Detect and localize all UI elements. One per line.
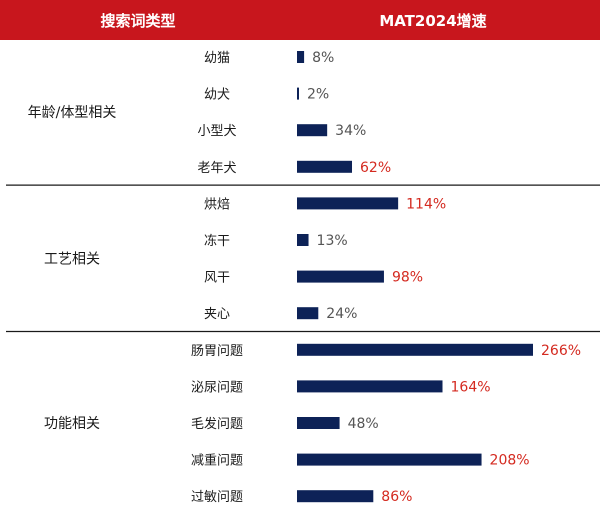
value-label: 114% <box>406 196 446 212</box>
header-growth-title: MAT2024增速 <box>379 12 486 30</box>
bar <box>297 307 319 320</box>
category-label: 夹心 <box>204 307 230 322</box>
value-label: 2% <box>307 87 329 103</box>
header-band <box>0 0 600 40</box>
category-label: 烘焙 <box>204 197 230 212</box>
category-label: 肠胃问题 <box>191 344 243 359</box>
category-label: 幼犬 <box>204 88 230 103</box>
value-label: 208% <box>490 453 530 469</box>
bar <box>297 197 399 210</box>
category-label: 减重问题 <box>191 453 243 469</box>
bar <box>297 160 353 173</box>
group-label: 年龄/体型相关 <box>28 105 117 121</box>
bar <box>297 453 482 466</box>
category-label: 幼猫 <box>204 51 230 66</box>
value-label: 13% <box>317 233 348 249</box>
group-label: 功能相关 <box>44 416 100 432</box>
bar <box>297 234 309 246</box>
bar <box>297 51 305 63</box>
category-label: 泌尿问题 <box>191 380 243 395</box>
value-label: 266% <box>541 343 581 359</box>
bar <box>297 270 384 283</box>
bar <box>297 380 443 393</box>
category-label: 老年犬 <box>197 161 236 176</box>
bar <box>297 417 340 429</box>
value-label: 164% <box>451 379 491 395</box>
value-label: 48% <box>348 416 379 432</box>
value-label: 8% <box>312 50 334 66</box>
bar <box>297 124 328 137</box>
group-label: 工艺相关 <box>44 251 100 267</box>
category-label: 冻干 <box>204 233 230 249</box>
value-label: 86% <box>381 489 412 505</box>
bar <box>297 490 374 503</box>
value-label: 34% <box>335 123 366 139</box>
category-label: 小型犬 <box>197 124 236 139</box>
category-label: 毛发问题 <box>191 416 243 432</box>
value-label: 98% <box>392 270 423 286</box>
bar <box>297 87 299 100</box>
category-label: 风干 <box>204 271 230 286</box>
value-label: 62% <box>360 160 391 176</box>
value-label: 24% <box>326 306 357 322</box>
header-category-title: 搜索词类型 <box>100 12 175 30</box>
category-label: 过敏问题 <box>191 490 243 505</box>
bar <box>297 343 533 356</box>
